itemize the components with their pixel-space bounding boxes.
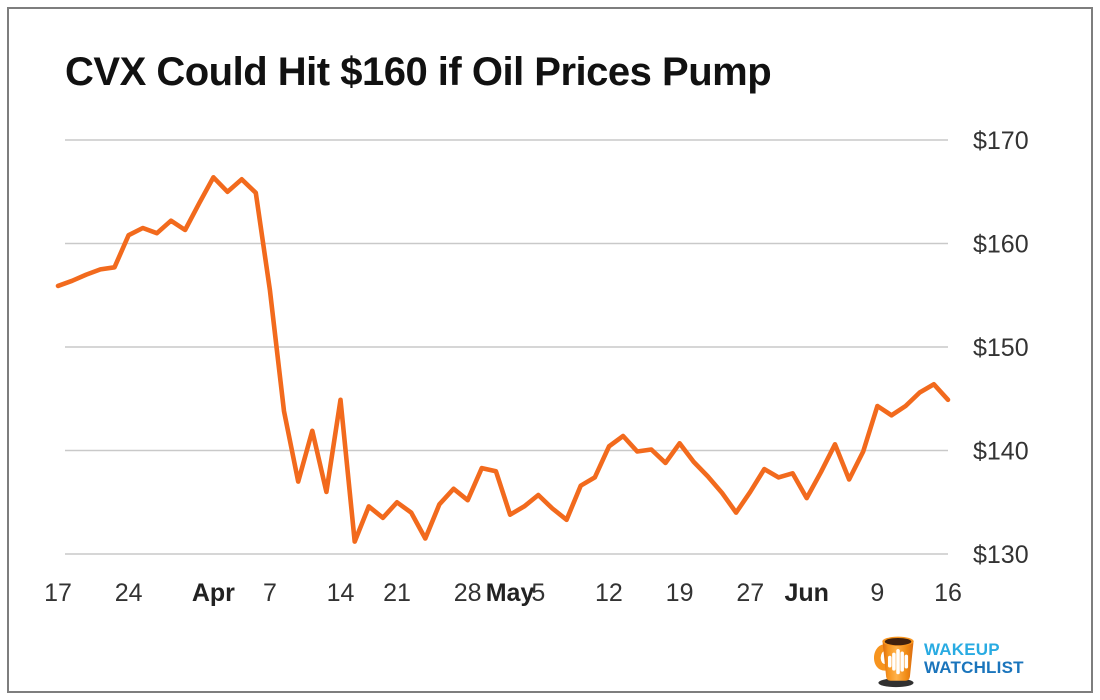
price-line: [55, 175, 951, 544]
chart-title: CVX Could Hit $160 if Oil Prices Pump: [65, 50, 772, 94]
mug-coffee: [884, 638, 912, 646]
y-axis-label: $130: [973, 541, 1029, 569]
x-axis-label: May: [486, 579, 535, 607]
equalizer-bars-icon: [888, 648, 909, 675]
x-axis-label: 5: [531, 579, 545, 607]
x-axis-label: 27: [736, 579, 764, 607]
x-axis-label: 21: [383, 579, 411, 607]
x-axis-label: 19: [666, 579, 694, 607]
x-axis-label: 7: [263, 579, 277, 607]
x-axis-label: Apr: [192, 579, 235, 607]
mug-handle: [874, 644, 889, 671]
y-axis-label: $170: [973, 127, 1029, 155]
y-axis-label: $160: [973, 231, 1029, 259]
card-border: [7, 7, 1093, 693]
x-axis-label: Jun: [785, 579, 829, 607]
y-axis-label: $150: [973, 334, 1029, 362]
logo-watchlist-text: WATCHLIST: [924, 658, 1024, 677]
x-axis-label: 9: [870, 579, 884, 607]
coffee-mug-icon: [874, 636, 914, 688]
wakeup-watchlist-logo: WAKEUP WATCHLIST: [874, 629, 1024, 689]
x-axis-label: 17: [44, 579, 72, 607]
y-axis-label: $140: [973, 438, 1029, 466]
logo-wordmark: WAKEUP WATCHLIST: [924, 641, 1024, 677]
x-axis-label: 12: [595, 579, 623, 607]
logo-wakeup-text: WAKEUP: [924, 640, 1000, 659]
x-axis-label: 14: [327, 579, 355, 607]
x-axis-label: 16: [934, 579, 962, 607]
x-axis-label: 28: [454, 579, 482, 607]
x-axis-label: 24: [115, 579, 143, 607]
